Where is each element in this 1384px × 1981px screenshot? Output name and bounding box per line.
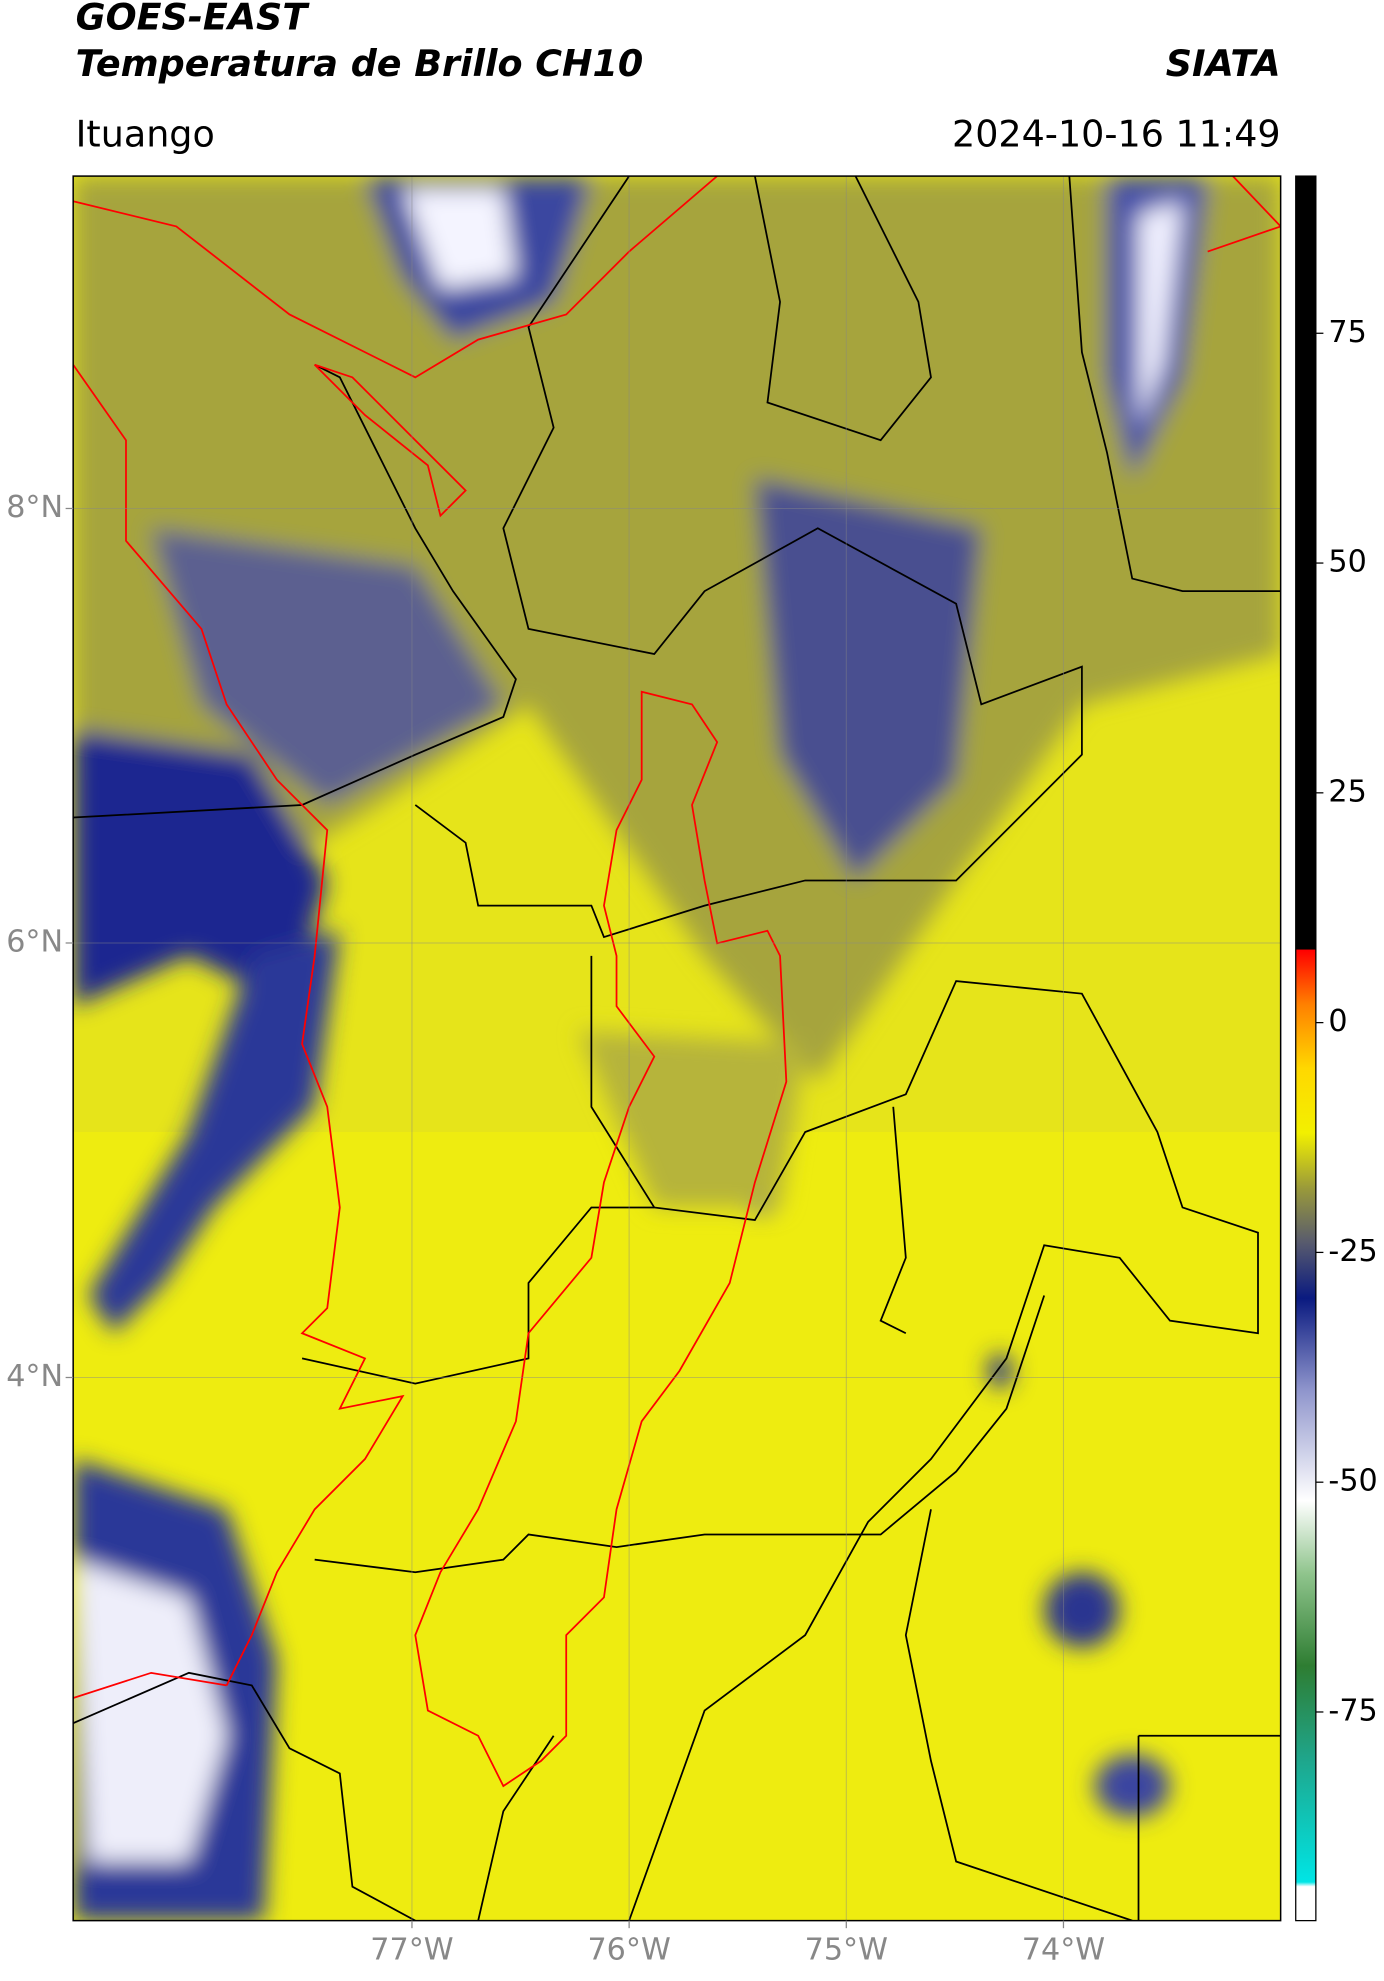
source: SIATA [1166,42,1281,85]
lat-tick-label: 4°N [6,1359,63,1394]
subtitle: Temperatura de Brillo CH10 [76,42,644,85]
location: Ituango [76,112,215,155]
map-image [73,176,1281,1921]
lat-tick-label: 6°N [6,924,63,959]
title: GOES-EAST [76,0,311,38]
colorbar-tick-label: -25 [1328,1234,1377,1269]
lon-tick-label: 74°W [1022,1932,1105,1967]
lon-tick-label: 77°W [370,1932,453,1967]
lon-tick-label: 75°W [805,1932,888,1967]
datetime: 2024-10-16 11:49 [952,112,1281,155]
colorbar [1295,175,1317,1922]
colorbar-tick-label: 25 [1328,774,1366,809]
lat-tick-label: 8°N [6,490,63,525]
colorbar-tick-label: 0 [1328,1004,1347,1039]
lon-tick-label: 76°W [587,1932,670,1967]
colorbar-tick-label: -50 [1328,1464,1377,1499]
grid [73,176,1281,1921]
map-frame [72,175,1282,1922]
colorbar-tick-label: 50 [1328,545,1366,580]
colorbar-tick-label: 75 [1328,315,1366,350]
colorbar-tick-label: -75 [1328,1693,1377,1728]
